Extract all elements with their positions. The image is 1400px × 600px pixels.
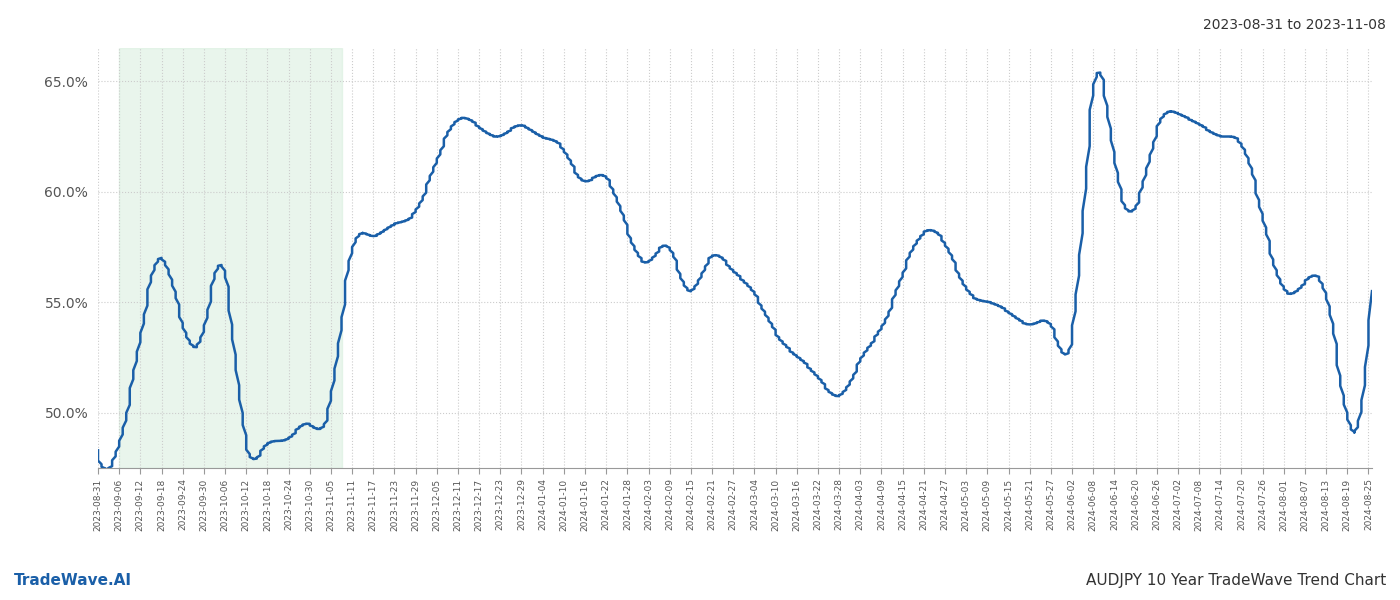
Bar — [119, 48, 342, 468]
Text: TradeWave.AI: TradeWave.AI — [14, 573, 132, 588]
Text: 2023-08-31 to 2023-11-08: 2023-08-31 to 2023-11-08 — [1203, 18, 1386, 32]
Text: AUDJPY 10 Year TradeWave Trend Chart: AUDJPY 10 Year TradeWave Trend Chart — [1086, 573, 1386, 588]
